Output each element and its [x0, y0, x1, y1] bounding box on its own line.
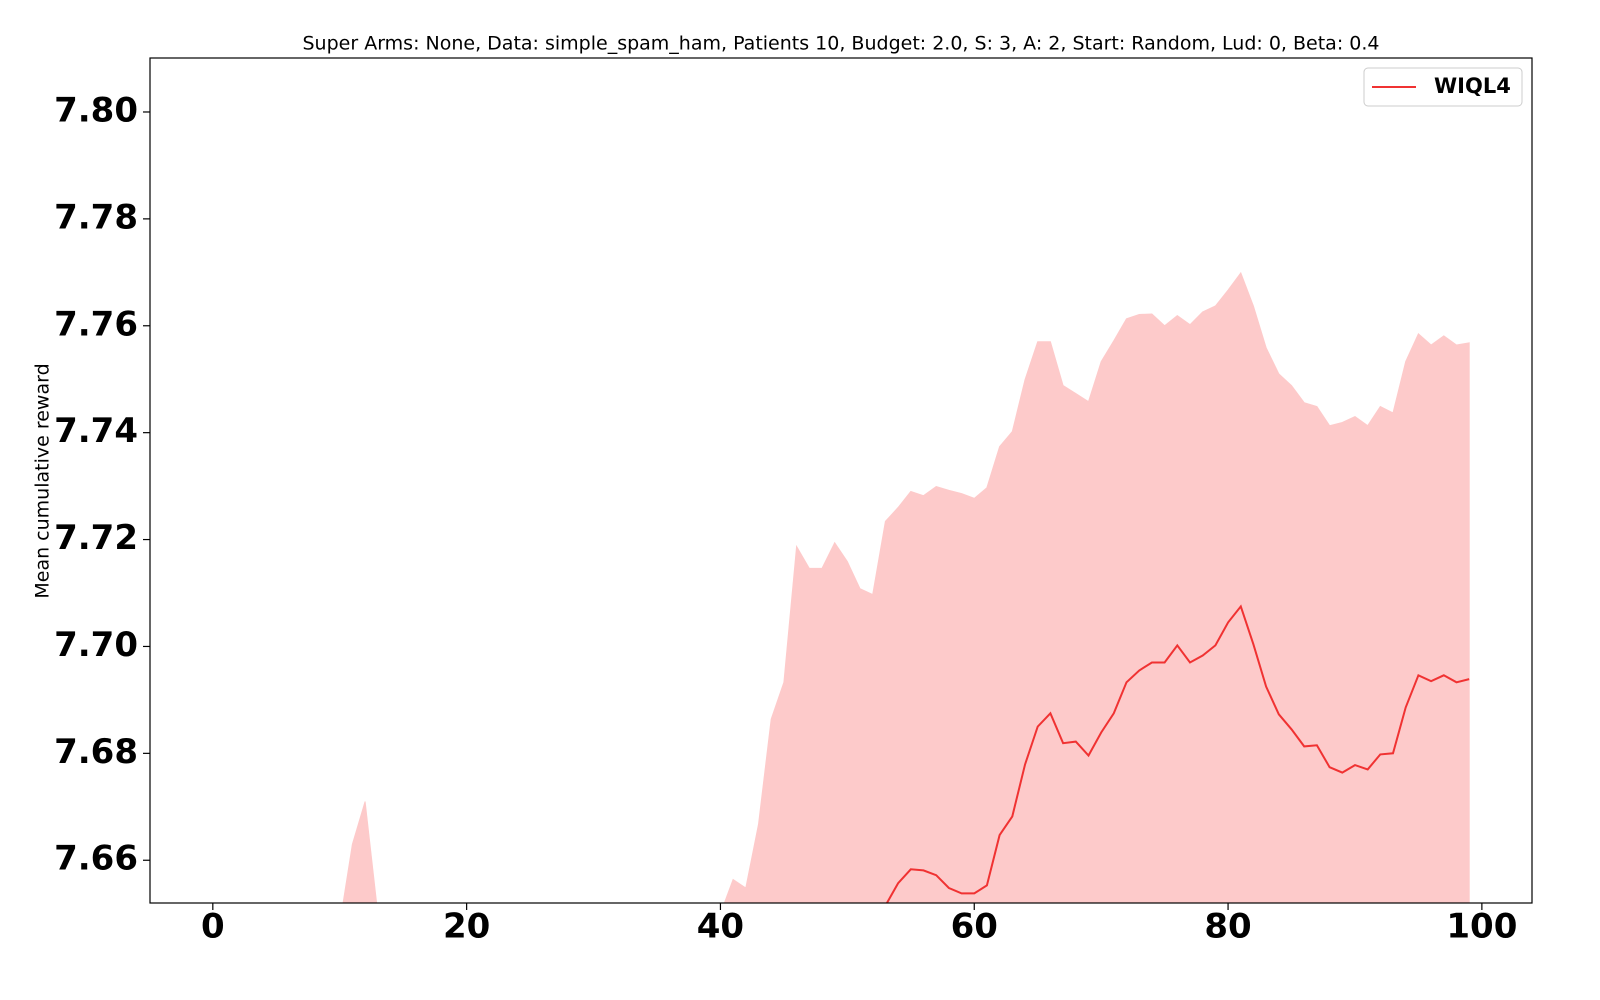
x-tick-label: 80 — [1204, 907, 1251, 947]
y-tick-label: 7.74 — [54, 411, 138, 451]
y-tick-label: 7.66 — [54, 839, 138, 879]
y-axis-label: Mean cumulative reward — [32, 363, 54, 598]
mean-line — [885, 604, 1470, 903]
y-tick-label: 7.78 — [54, 197, 138, 237]
x-tick-label: 100 — [1446, 907, 1517, 947]
y-tick-label: 7.68 — [54, 732, 138, 772]
legend-label: WIQL4 — [1434, 74, 1511, 98]
y-tick-label: 7.70 — [54, 625, 138, 665]
legend-box — [1363, 67, 1523, 107]
y-tick-label: 7.80 — [54, 90, 138, 130]
plot-area — [342, 271, 1470, 903]
x-tick-label: 40 — [697, 907, 744, 947]
x-tick-label: 20 — [443, 907, 490, 947]
y-tick-label: 7.76 — [54, 304, 138, 344]
y-tick-label: 7.72 — [54, 518, 138, 558]
x-tick-label: 60 — [951, 907, 998, 947]
confidence-band — [342, 271, 1470, 903]
x-tick-label: 0 — [201, 907, 225, 947]
chart-title: Super Arms: None, Data: simple_spam_ham,… — [303, 33, 1380, 55]
axes-frame — [149, 57, 1533, 904]
